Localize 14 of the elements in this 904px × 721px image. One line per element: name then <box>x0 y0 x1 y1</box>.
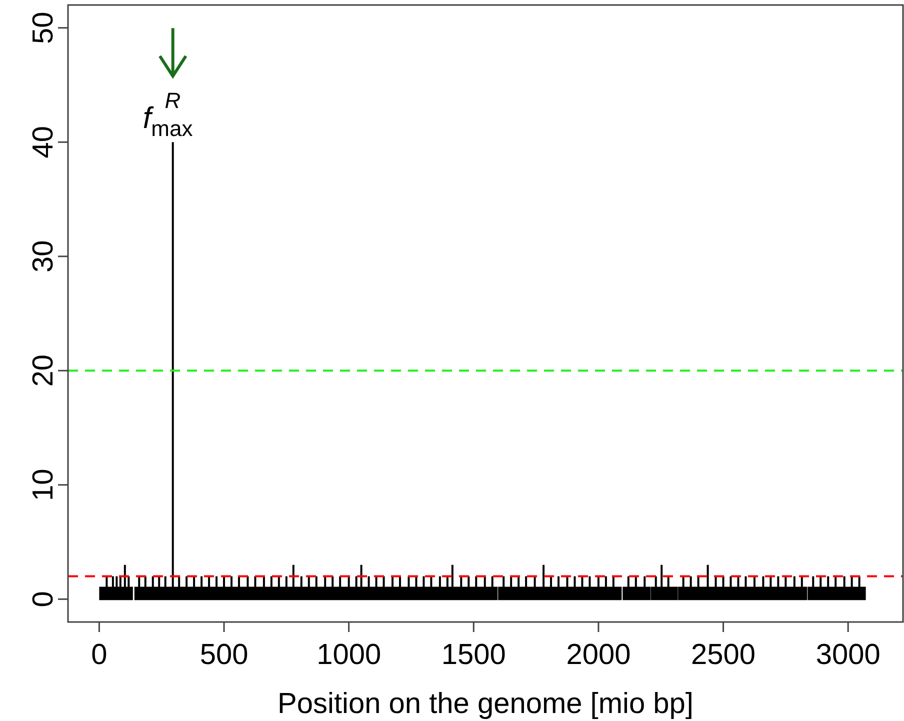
y-tick-label: 20 <box>27 354 60 387</box>
y-tick-label: 50 <box>27 12 60 44</box>
x-tick-label: 500 <box>200 639 248 671</box>
y-tick-label: 40 <box>27 126 60 158</box>
x-axis-title: Position on the genome [mio bp] <box>278 688 694 720</box>
y-tick-label: 10 <box>27 468 60 502</box>
x-tick-label: 0 <box>91 639 108 671</box>
y-tick-label: 0 <box>27 591 60 608</box>
x-tick-label: 3000 <box>816 639 880 671</box>
x-tick-label: 2000 <box>566 639 631 671</box>
y-tick-label: 30 <box>27 240 60 273</box>
x-tick-label: 2500 <box>691 639 756 671</box>
x-tick-label: 1500 <box>441 639 506 671</box>
x-tick-label: 1000 <box>316 639 382 671</box>
